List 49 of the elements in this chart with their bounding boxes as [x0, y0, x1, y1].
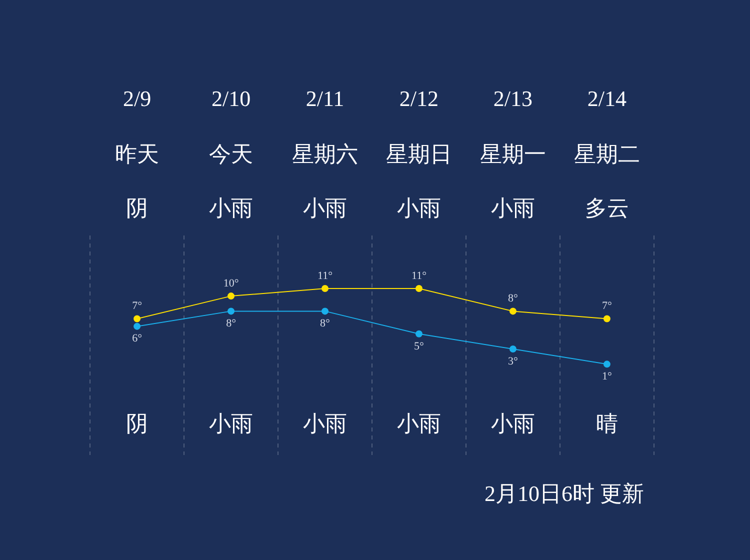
x-tick-label: 2/12: [399, 86, 439, 112]
point: [509, 308, 516, 315]
data-label: 8°: [320, 318, 330, 330]
data-label: 11°: [318, 270, 333, 282]
text: 小雨: [303, 195, 348, 220]
point: [322, 308, 329, 315]
x-tick-label: 2/13: [493, 86, 533, 112]
annotation: 阴: [126, 410, 148, 436]
x-tick-label: 2/11: [306, 86, 344, 112]
point: [603, 315, 610, 322]
data-label: 3°: [508, 355, 518, 368]
annotation: 小雨: [490, 410, 535, 436]
text: 昨天: [115, 141, 160, 166]
point: [134, 322, 141, 330]
point: [228, 308, 235, 315]
data-label: 7°: [132, 300, 142, 312]
point: [322, 284, 329, 292]
text: 小雨: [396, 195, 441, 220]
data-label: 11°: [411, 270, 426, 282]
x-tick-label: 2/14: [587, 86, 627, 112]
text: 星期一: [480, 141, 546, 166]
text: 阴: [126, 195, 148, 220]
text: 小雨: [490, 195, 535, 220]
point: [228, 292, 235, 300]
text: 星期二: [574, 141, 640, 166]
text: 星期六: [292, 141, 358, 166]
annotation: 小雨: [396, 410, 441, 436]
annotation: 小雨: [303, 410, 348, 436]
x-tick-label: 2/9: [122, 86, 152, 112]
x-tick-label: 2/10: [211, 86, 251, 112]
point: [134, 315, 141, 322]
point: [509, 346, 516, 353]
data-label: 5°: [414, 340, 424, 352]
text: 今天: [209, 141, 254, 166]
point: [415, 284, 422, 292]
text: 2月10日6时 更新: [484, 480, 644, 506]
text: 多云: [584, 195, 629, 220]
data-label: 7°: [602, 300, 612, 312]
point: [415, 330, 422, 338]
data-label: 1°: [602, 370, 612, 383]
text: 星期日: [386, 141, 452, 166]
text: 小雨: [209, 195, 254, 220]
data-label: 10°: [223, 277, 239, 290]
data-label: 6°: [132, 332, 142, 345]
data-label: 8°: [226, 318, 236, 330]
data-label: 8°: [508, 292, 518, 305]
annotation: 小雨: [209, 410, 254, 436]
point: [603, 360, 610, 368]
annotation: 晴: [596, 410, 618, 436]
